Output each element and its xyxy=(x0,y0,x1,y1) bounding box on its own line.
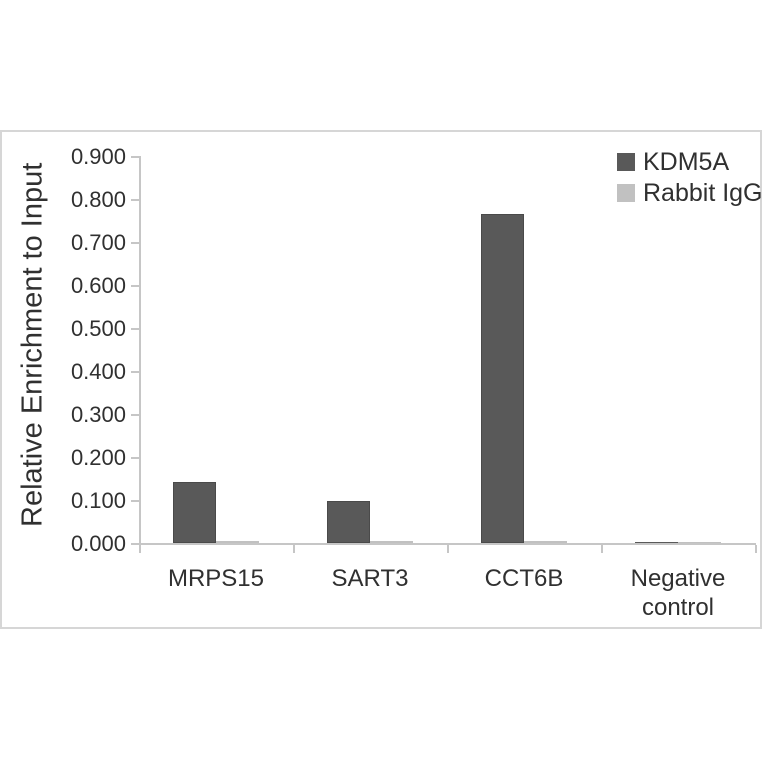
legend-label-rabbit-igg: Rabbit IgG xyxy=(643,178,763,207)
bar-kdm5a-negative-control xyxy=(635,541,678,543)
category-label: CCT6B xyxy=(484,565,564,592)
y-tick-mark xyxy=(131,199,140,201)
x-axis-line xyxy=(139,543,756,545)
y-tick-mark xyxy=(131,328,140,330)
y-tick-label: 0.400 xyxy=(70,359,126,384)
y-tick-mark xyxy=(131,285,140,287)
category-label: MRPS15 xyxy=(167,565,265,592)
x-tick-mark xyxy=(293,545,295,553)
bar-rabbit-igg-mrps15 xyxy=(216,540,259,543)
legend-label-kdm5a: KDM5A xyxy=(643,147,730,176)
x-tick-mark xyxy=(447,545,449,553)
y-tick-mark xyxy=(131,500,140,502)
y-tick-label: 0.100 xyxy=(70,488,126,513)
y-tick-mark xyxy=(131,156,140,158)
y-tick-label: 0.900 xyxy=(70,144,126,169)
y-tick-mark xyxy=(131,457,140,459)
x-tick-mark xyxy=(601,545,603,553)
bar-rabbit-igg-cct6b xyxy=(524,541,567,543)
legend: KDM5A Rabbit IgG xyxy=(617,132,763,242)
y-tick-mark xyxy=(131,414,140,416)
y-tick-mark xyxy=(131,371,140,373)
x-tick-mark xyxy=(755,545,757,553)
y-axis-line xyxy=(139,156,141,551)
y-tick-label: 0.300 xyxy=(70,402,126,427)
y-tick-label: 0.500 xyxy=(70,316,126,341)
legend-swatch-kdm5a xyxy=(617,153,635,171)
bar-kdm5a-mrps15 xyxy=(173,481,216,543)
y-tick-label: 0.700 xyxy=(70,230,126,255)
bar-kdm5a-cct6b xyxy=(481,214,524,543)
bar-rabbit-igg-negative-control xyxy=(678,541,721,543)
chart-panel: Relative Enrichment to Input 0.000 0.100 0… xyxy=(0,130,763,629)
y-tick-label: 0.000 xyxy=(70,531,126,556)
bar-rabbit-igg-sart3 xyxy=(370,541,413,543)
y-tick-label: 0.800 xyxy=(70,187,126,212)
y-tick-label: 0.200 xyxy=(70,445,126,470)
legend-item-kdm5a: KDM5A xyxy=(617,145,729,179)
y-tick-mark xyxy=(131,242,140,244)
category-label: Negative control xyxy=(630,565,726,621)
x-tick-mark xyxy=(139,545,141,553)
legend-item-rabbit-igg: Rabbit IgG xyxy=(617,176,763,210)
y-tick-mark xyxy=(131,543,140,545)
bar-kdm5a-sart3 xyxy=(327,501,370,543)
category-label: SART3 xyxy=(331,565,409,592)
y-tick-label: 0.600 xyxy=(70,273,126,298)
legend-swatch-rabbit-igg xyxy=(617,184,635,202)
